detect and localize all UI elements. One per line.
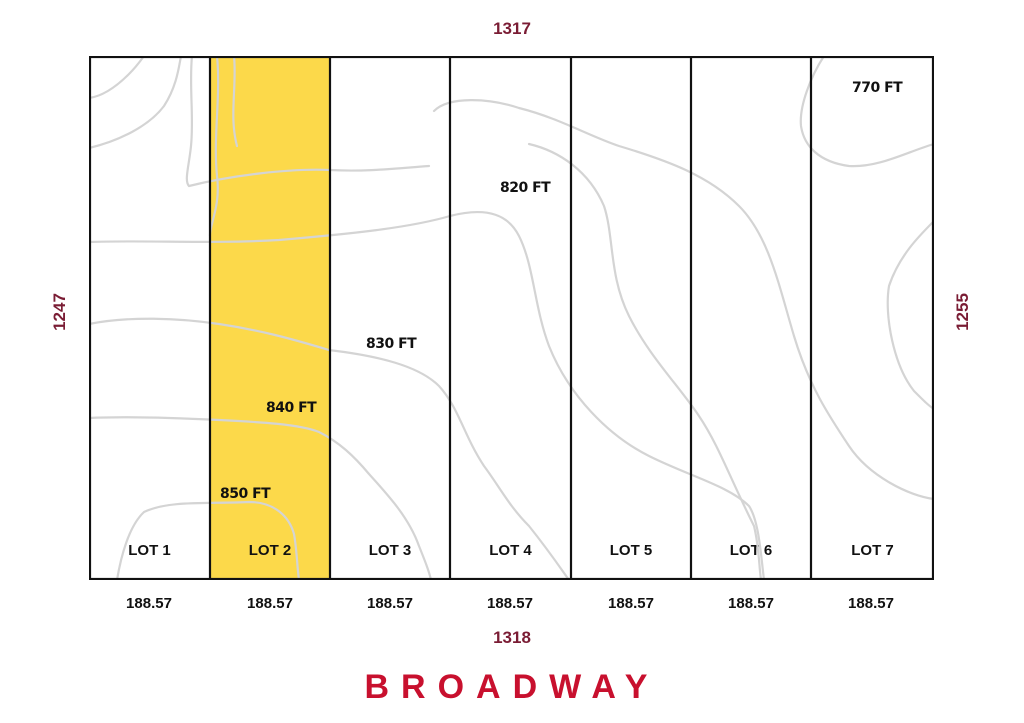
lot-1[interactable]: LOT 1 — [89, 56, 210, 580]
contour-line — [799, 56, 934, 168]
lot-4[interactable]: LOT 4 — [450, 56, 571, 580]
contour-line — [432, 99, 934, 501]
contour-line — [187, 164, 431, 188]
lot-width-label: 188.57 — [247, 595, 293, 612]
lot-label: LOT 4 — [489, 542, 532, 559]
contour-label-820: 820 FT — [500, 180, 551, 196]
contour-label-850: 850 FT — [220, 486, 271, 502]
street-name: BROADWAY — [364, 668, 660, 706]
bottom-dimension: 1318 — [493, 628, 531, 647]
plat-border — [89, 56, 934, 580]
lot-width-label: 188.57 — [728, 595, 774, 612]
top-dimension: 1317 — [493, 19, 531, 38]
lot-boundaries — [89, 56, 934, 580]
lot-label: LOT 3 — [368, 542, 412, 559]
lot-width-label: 188.57 — [608, 595, 654, 612]
contour-line — [89, 416, 433, 580]
lot-width-label: 188.57 — [367, 595, 413, 612]
lot-2[interactable]: LOT 2 — [210, 56, 330, 580]
contour-line — [115, 500, 301, 580]
contour-label-840: 840 FT — [266, 400, 317, 416]
left-dimension: 1247 — [50, 293, 69, 331]
contour-line — [89, 317, 571, 580]
lot-widths: 188.57 188.57 188.57 188.57 188.57 188.5… — [89, 595, 934, 615]
contour-line — [886, 219, 934, 411]
lot-width-label: 188.57 — [487, 595, 533, 612]
plat-lines — [89, 56, 934, 580]
lot-5[interactable]: LOT 5 — [571, 56, 691, 580]
right-dimension: 1255 — [953, 293, 972, 331]
lot-label: LOT 2 — [248, 542, 292, 559]
plat-map: LOT 1 LOT 2 LOT 3 LOT 4 LOT 5 LOT 6 LOT … — [89, 56, 934, 580]
lot-label: LOT 1 — [128, 542, 171, 559]
lot-3[interactable]: LOT 3 — [330, 56, 450, 580]
contour-label-830: 830 FT — [366, 336, 417, 352]
contour-line — [208, 56, 220, 238]
contour-line — [232, 56, 239, 148]
lot-label: LOT 7 — [851, 542, 894, 559]
contour-line — [89, 211, 766, 580]
contour-line — [89, 56, 183, 150]
lot-label: LOT 5 — [609, 542, 653, 559]
lot-width-label: 188.57 — [848, 595, 894, 612]
contour-lines — [89, 56, 934, 580]
lot-width-label: 188.57 — [126, 595, 172, 612]
contour-line — [89, 56, 146, 100]
contour-label-770: 770 FT — [852, 80, 903, 96]
lot-7[interactable]: LOT 7 — [811, 56, 934, 580]
contour-line — [185, 56, 194, 188]
contour-line — [527, 142, 763, 580]
